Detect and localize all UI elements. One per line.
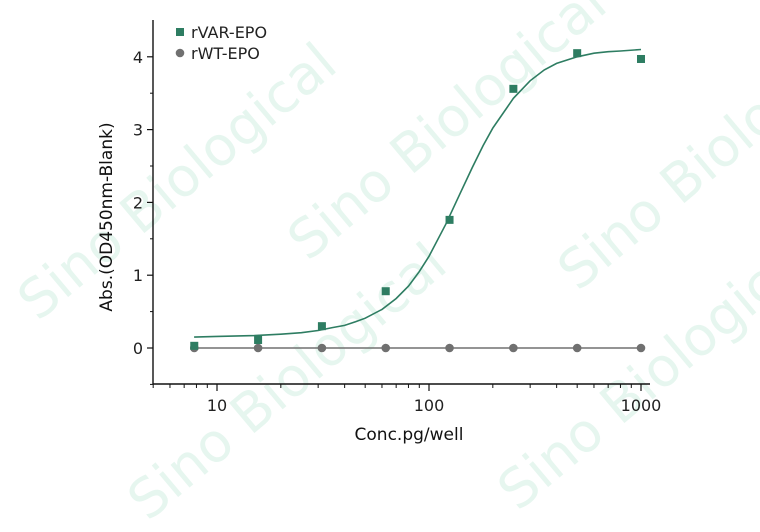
- rwt-epo-point: [509, 343, 518, 353]
- rvar-epo-point: [637, 54, 645, 63]
- legend-circle-icon: [175, 48, 185, 58]
- rwt-epo-point: [636, 343, 646, 353]
- rvar-epo-point: [317, 322, 326, 331]
- y-tick-label: 4: [133, 48, 143, 67]
- y-tick-label: 1: [133, 266, 143, 285]
- rvar-epo-point: [509, 84, 518, 93]
- legend: rVAR-EPO rWT-EPO: [175, 23, 267, 63]
- rwt-epo-point: [317, 343, 327, 353]
- axes: 0 1 2 3 4 10 100 1000: [133, 20, 662, 415]
- y-tick-label: 2: [133, 193, 143, 212]
- rvar-epo-point: [573, 49, 582, 58]
- rvar-epo-point: [381, 287, 390, 296]
- chart: 0 1 2 3 4 10 100 1000 rVAR-EPO rWT-EPO Conc.pg/w…: [97, 20, 662, 445]
- legend-label-rwt-epo: rWT-EPO: [191, 44, 260, 63]
- legend-square-icon: [176, 28, 184, 36]
- data-points: [189, 49, 646, 353]
- x-axis-title: Conc.pg/well: [355, 425, 464, 445]
- fit-curves: [194, 48, 642, 349]
- rvar-epo-point: [254, 335, 263, 344]
- x-tick-label: 100: [414, 396, 445, 415]
- rwt-epo-point: [253, 343, 263, 353]
- y-axis-title: Abs.(OD450nm-Blank): [97, 122, 117, 311]
- rwt-epo-point: [572, 343, 582, 353]
- rvar-epo-point: [190, 341, 199, 350]
- rwt-epo-point: [445, 343, 454, 353]
- x-tick-label: 10: [207, 396, 227, 415]
- x-tick-label: 1000: [621, 396, 662, 415]
- rvar-epo-fit-curve: [194, 48, 642, 338]
- y-tick-label: 0: [133, 339, 143, 358]
- legend-label-rvar-epo: rVAR-EPO: [191, 23, 267, 42]
- rvar-epo-point: [445, 215, 454, 224]
- rwt-epo-point: [381, 343, 391, 353]
- y-tick-label: 3: [133, 121, 143, 140]
